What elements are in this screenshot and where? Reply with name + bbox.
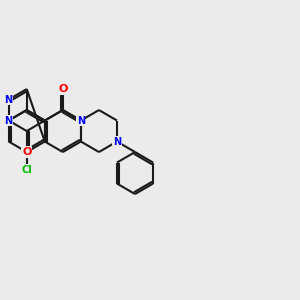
Text: N: N [113, 136, 121, 146]
Text: N: N [4, 116, 13, 125]
Text: O: O [58, 84, 68, 94]
Text: N: N [4, 94, 13, 104]
Text: N: N [77, 116, 85, 125]
Text: O: O [22, 147, 32, 157]
Text: Cl: Cl [21, 165, 32, 175]
